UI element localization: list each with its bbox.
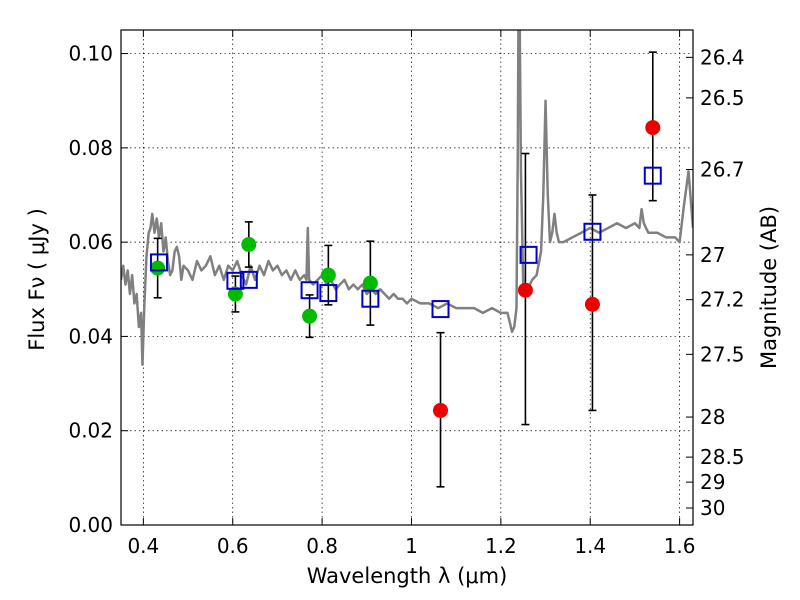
red-data-point	[517, 282, 533, 298]
x-tick-label: 1.6	[664, 534, 696, 558]
model-square-marker	[226, 271, 245, 290]
y-right-tick-label: 27.2	[700, 288, 745, 312]
model-square-marker	[149, 253, 168, 272]
y-tick-label: 0.02	[68, 419, 113, 443]
y-right-tick-label: 28.5	[700, 445, 745, 469]
plot-frame	[120, 29, 694, 526]
red-data-point	[645, 120, 661, 136]
x-tick-label: 1.4	[574, 534, 606, 558]
green-data-point	[362, 275, 378, 291]
model-square-marker	[583, 222, 602, 241]
model-square-marker	[319, 284, 338, 303]
model-square-marker	[361, 289, 380, 308]
x-axis-label: Wavelength λ (μm)	[307, 564, 508, 588]
y-right-tick-label: 26.7	[700, 158, 745, 182]
green-data-point	[302, 308, 318, 324]
y-tick-label: 0.08	[68, 136, 113, 160]
x-tick-label: 0.8	[306, 534, 338, 558]
y-right-tick-label: 28	[700, 405, 725, 429]
y-right-tick-label: 27	[700, 243, 725, 267]
model-square-marker	[431, 300, 450, 319]
model-square-marker	[300, 281, 319, 300]
data-markers	[149, 120, 662, 418]
axis-ticks	[121, 30, 693, 526]
green-data-point	[320, 267, 336, 283]
x-tick-label: 1	[405, 534, 418, 558]
y-right-tick-label: 29	[700, 470, 725, 494]
grid-lines	[121, 30, 693, 525]
red-data-point	[584, 296, 600, 312]
y-axis-label: Flux Fν ( μJy )	[25, 208, 49, 351]
y-right-tick-label: 27.5	[700, 342, 745, 366]
green-data-point	[227, 286, 243, 302]
y-tick-label: 0.04	[68, 324, 113, 348]
x-tick-label: 0.4	[127, 534, 159, 558]
y-tick-label: 0.00	[68, 513, 113, 537]
tick-labels: 0.4 0.6 0.8 1 1.2 1.4 1.6 0.00 0.02 0.04 0.06 0.08 0…	[68, 42, 744, 558]
y-tick-label: 0.06	[68, 230, 113, 254]
spectrum-series	[121, 30, 693, 366]
y-right-tick-label: 26.5	[700, 86, 745, 110]
x-tick-label: 1.2	[485, 534, 517, 558]
spectrum-line	[121, 30, 693, 366]
model-square-marker	[239, 270, 258, 289]
green-data-point	[150, 260, 166, 276]
green-data-point	[241, 237, 257, 252]
y-axis-right-label: Magnitude (AB)	[757, 206, 781, 369]
y-tick-label: 0.10	[68, 42, 113, 66]
x-tick-label: 0.6	[217, 534, 249, 558]
model-square-marker	[643, 166, 662, 185]
red-data-point	[433, 402, 449, 418]
model-square-marker	[519, 245, 538, 264]
error-bars	[153, 51, 657, 488]
y-right-tick-label: 30	[700, 496, 725, 520]
y-right-tick-label: 26.4	[700, 45, 745, 69]
